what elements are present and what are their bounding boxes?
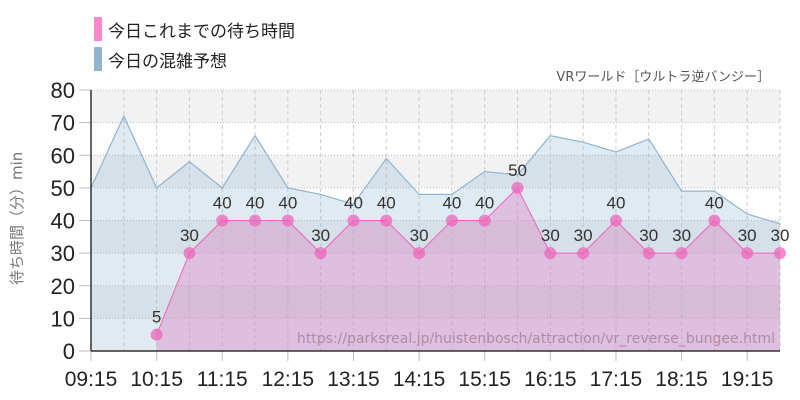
data-point-label: 40 <box>213 194 232 213</box>
y-tick-label: 80 <box>51 78 75 103</box>
data-point-label: 40 <box>278 194 297 213</box>
grid-band <box>91 90 780 123</box>
data-point[interactable] <box>544 247 557 260</box>
data-point[interactable] <box>347 214 360 227</box>
y-tick-label: 60 <box>51 143 75 168</box>
data-point[interactable] <box>642 247 655 260</box>
data-point-label: 30 <box>574 226 593 245</box>
x-tick-label: 19:15 <box>721 368 774 391</box>
legend-item-actual[interactable]: 今日これまでの待ち時間 <box>94 14 295 44</box>
data-point-label: 30 <box>771 226 790 245</box>
data-point-label: 40 <box>475 194 494 213</box>
x-tick-label: 14:15 <box>393 368 446 391</box>
chart-subtitle: VRワールド［ウルトラ逆バンジー］ <box>556 70 770 85</box>
data-point-label: 5 <box>152 308 161 327</box>
legend-swatch-forecast <box>94 47 102 71</box>
x-tick-label: 15:15 <box>458 368 511 391</box>
actual-area <box>156 187 781 351</box>
data-point[interactable] <box>216 214 229 227</box>
x-tick-label: 17:15 <box>590 368 643 391</box>
y-tick-label: 40 <box>51 209 75 234</box>
grid-band <box>91 155 780 188</box>
legend-label-actual: 今日これまでの待ち時間 <box>108 21 295 42</box>
y-tick-label: 50 <box>51 176 75 201</box>
y-tick-label: 30 <box>51 241 75 266</box>
grid-band <box>91 253 780 286</box>
data-point-label: 40 <box>442 194 461 213</box>
data-point[interactable] <box>774 247 786 260</box>
y-tick-label: 20 <box>51 274 75 299</box>
watermark-url: https://parksreal.jp/huistenbosch/attrac… <box>297 331 775 347</box>
legend-swatch-actual <box>94 17 102 41</box>
data-point-label: 30 <box>639 226 658 245</box>
data-point-label: 40 <box>705 194 724 213</box>
data-point[interactable] <box>445 214 458 227</box>
data-point[interactable] <box>511 181 524 194</box>
forecast-area <box>91 116 780 351</box>
data-point-label: 40 <box>246 194 265 213</box>
data-point-label: 30 <box>541 226 560 245</box>
grid-band <box>91 285 780 319</box>
data-point[interactable] <box>281 214 294 227</box>
data-point-label: 30 <box>410 226 429 245</box>
data-point[interactable] <box>675 247 688 260</box>
x-tick-label: 09:15 <box>65 368 118 391</box>
grid-band <box>91 318 780 351</box>
data-point[interactable] <box>249 214 262 227</box>
data-point-label: 30 <box>311 226 330 245</box>
data-point[interactable] <box>150 328 163 341</box>
data-point[interactable] <box>577 247 590 260</box>
x-tick-label: 12:15 <box>262 368 315 391</box>
x-tick-label: 18:15 <box>655 368 708 391</box>
y-tick-label: 10 <box>51 306 75 331</box>
x-tick-label: 10:15 <box>130 368 183 391</box>
y-tick-label: 70 <box>51 111 75 136</box>
data-point[interactable] <box>741 247 754 260</box>
legend: 今日これまでの待ち時間 今日の混雑予想 <box>94 14 295 74</box>
data-point[interactable] <box>609 214 622 227</box>
data-point-label: 40 <box>344 194 363 213</box>
data-point-label: 30 <box>672 226 691 245</box>
data-point-label: 40 <box>377 194 396 213</box>
data-point[interactable] <box>478 214 491 227</box>
data-point-label: 50 <box>508 161 527 180</box>
data-point[interactable] <box>314 247 327 260</box>
x-tick-label: 13:15 <box>327 368 380 391</box>
data-point-label: 30 <box>738 226 757 245</box>
x-tick-label: 16:15 <box>524 368 577 391</box>
data-point[interactable] <box>708 214 721 227</box>
y-tick-label: 0 <box>63 339 75 364</box>
grid-band <box>91 187 780 221</box>
grid-band <box>91 122 780 156</box>
data-point[interactable] <box>183 247 196 260</box>
forecast-line <box>90 114 781 225</box>
data-point-label: 40 <box>606 194 625 213</box>
legend-item-forecast[interactable]: 今日の混雑予想 <box>94 44 295 74</box>
data-point-label: 30 <box>180 226 199 245</box>
data-point[interactable] <box>413 247 426 260</box>
x-tick-label: 11:15 <box>197 368 248 391</box>
data-point[interactable] <box>380 214 393 227</box>
legend-label-forecast: 今日の混雑予想 <box>108 51 227 72</box>
